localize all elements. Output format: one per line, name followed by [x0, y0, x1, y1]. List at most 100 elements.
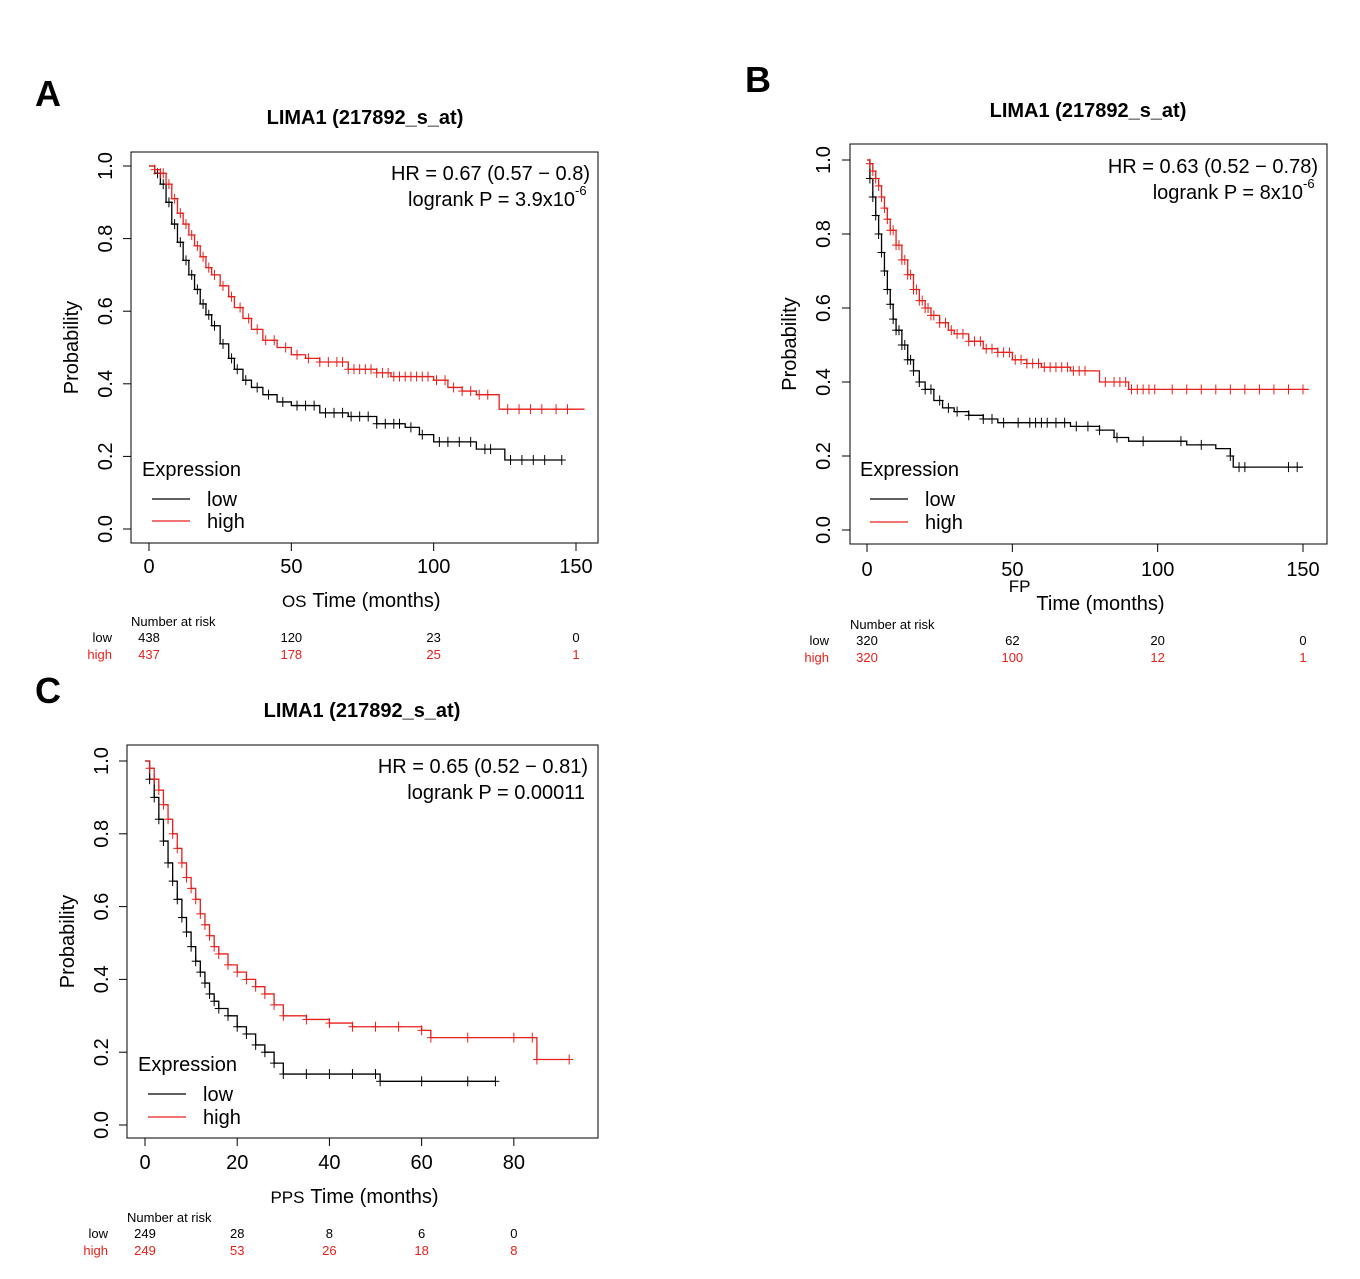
censor-mark-low — [164, 197, 173, 208]
censor-mark-high — [432, 375, 441, 386]
censor-mark-high — [150, 164, 159, 175]
censor-mark-low — [205, 988, 214, 999]
censor-mark-low — [979, 414, 988, 424]
censor-mark-low — [486, 444, 495, 455]
risk-high-value: 1 — [572, 647, 579, 662]
censor-mark-high — [463, 1032, 472, 1043]
censor-mark-low — [173, 894, 182, 905]
risk-header: Number at risk — [850, 617, 935, 632]
censor-mark-high — [270, 335, 279, 346]
censor-mark-low — [880, 266, 889, 276]
y-axis-label: Probability — [61, 301, 83, 394]
km-curve-low — [145, 760, 496, 1082]
y-tick-label: 0.2 — [813, 442, 835, 470]
km-panel-b: B LIMA1 (217892_s_at) 0 50 100 150 0.0 0.2 0.4 0.… — [745, 59, 1328, 665]
censor-mark-high — [441, 375, 450, 386]
risk-row-high-label: high — [87, 647, 112, 662]
censor-mark-low — [540, 455, 549, 466]
censor-mark-low — [338, 407, 347, 418]
censor-mark-high — [394, 1021, 403, 1032]
censor-mark-high — [912, 284, 921, 295]
censor-mark-high — [483, 389, 492, 400]
censor-mark-high — [868, 166, 877, 177]
censor-mark-high — [159, 168, 168, 179]
legend-title: Expression — [138, 1054, 237, 1076]
censor-mark-high — [900, 254, 909, 265]
censor-mark-high — [1240, 384, 1249, 395]
censor-mark-high — [924, 303, 933, 313]
risk-low-value: 20 — [1150, 633, 1164, 648]
km-curve-low — [867, 159, 1303, 468]
censor-mark-high — [563, 404, 572, 415]
censor-mark-high — [874, 180, 883, 191]
chart-title: LIMA1 (217892_s_at) — [990, 100, 1187, 122]
censor-mark-high — [281, 342, 290, 353]
risk-header: Number at risk — [127, 1210, 212, 1225]
censor-mark-high — [145, 763, 154, 774]
y-tick-label: 0.4 — [813, 368, 835, 396]
censor-mark-high — [204, 262, 213, 273]
censor-mark-high — [325, 1018, 334, 1029]
censor-mark-low — [915, 377, 924, 387]
risk-high-value: 100 — [1001, 650, 1023, 665]
censor-mark-high — [219, 280, 228, 291]
censor-mark-high — [865, 158, 874, 169]
censor-mark-high — [177, 857, 186, 868]
censor-mark-high — [1063, 362, 1072, 373]
censor-mark-low — [233, 1021, 242, 1032]
censor-mark-low — [176, 237, 185, 248]
y-tick-label: 1.0 — [95, 152, 117, 180]
logrank-exponent: -6 — [575, 183, 587, 198]
censor-mark-low — [443, 436, 452, 447]
risk-high-value: 1 — [1299, 650, 1306, 665]
censor-mark-high — [1182, 384, 1191, 395]
censor-mark-low — [227, 353, 236, 364]
censor-mark-low — [1284, 462, 1293, 473]
censor-mark-low — [347, 411, 356, 422]
censor-mark-high — [1197, 384, 1206, 395]
censor-mark-high — [210, 269, 219, 280]
km-curve-high — [145, 760, 570, 1061]
censor-mark-high — [1226, 384, 1235, 395]
censor-mark-low — [325, 1069, 334, 1080]
risk-high-value: 178 — [280, 647, 302, 662]
y-tick-label: 0.8 — [813, 220, 835, 248]
censor-mark-high — [880, 203, 889, 214]
censor-mark-low — [364, 411, 373, 422]
censor-mark-high — [423, 371, 432, 382]
x-tick-label: 50 — [280, 556, 302, 578]
censor-mark-low — [1060, 417, 1069, 428]
censor-mark-high — [384, 367, 393, 378]
censor-mark-high — [1284, 384, 1293, 395]
censor-mark-high — [417, 1025, 426, 1036]
censor-mark-high — [251, 981, 260, 992]
censor-mark-high — [205, 930, 214, 941]
censor-mark-high — [906, 269, 915, 280]
censor-mark-high — [889, 225, 898, 236]
x-tick-label: 60 — [411, 1152, 433, 1174]
censor-mark-high — [338, 357, 347, 368]
censor-mark-high — [466, 386, 475, 397]
risk-high-value: 8 — [510, 1243, 517, 1258]
censor-mark-low — [935, 395, 944, 406]
censor-mark-low — [199, 298, 208, 309]
y-tick-label: 0.6 — [91, 893, 113, 921]
censor-mark-low — [191, 956, 200, 967]
censor-mark-high — [293, 349, 302, 360]
censor-mark-high — [426, 1032, 435, 1043]
censor-mark-low — [1112, 432, 1121, 443]
censor-mark-high — [552, 404, 561, 415]
censor-mark-low — [170, 219, 179, 230]
censor-mark-low — [1014, 417, 1023, 428]
censor-mark-high — [877, 192, 886, 202]
risk-low-value: 23 — [426, 630, 440, 645]
censor-mark-high — [168, 828, 177, 839]
risk-low-value: 0 — [572, 630, 579, 645]
censor-mark-high — [1211, 384, 1220, 395]
censor-mark-high — [253, 324, 262, 335]
censor-mark-high — [1005, 347, 1014, 358]
censor-mark-low — [210, 996, 219, 1007]
censor-mark-low — [506, 455, 515, 466]
risk-row-low-label: low — [88, 1226, 108, 1241]
risk-low-value: 249 — [134, 1226, 156, 1241]
